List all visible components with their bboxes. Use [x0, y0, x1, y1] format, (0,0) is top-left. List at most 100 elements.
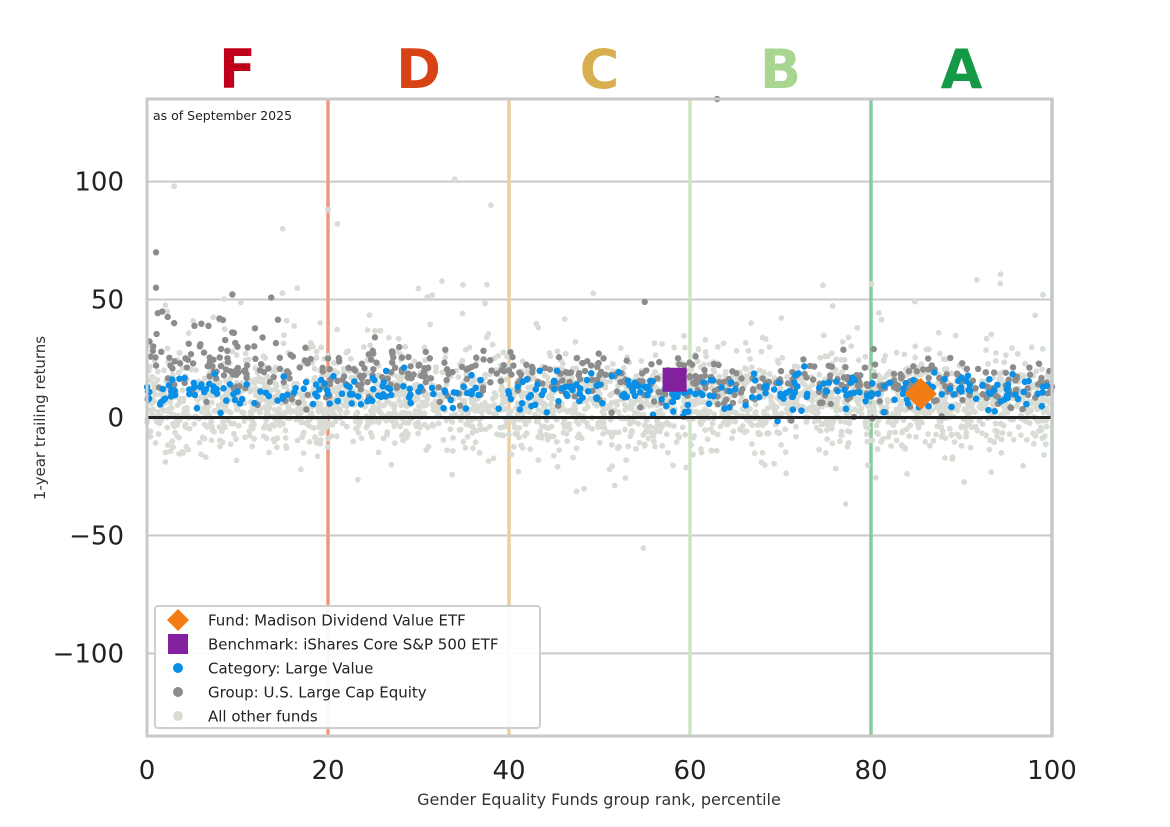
all-other-funds-point	[855, 357, 862, 364]
group-fund-point	[463, 375, 471, 383]
all-other-funds-point	[714, 431, 721, 438]
category-fund-point	[856, 389, 863, 396]
category-fund-point	[618, 392, 626, 399]
category-fund-point	[786, 387, 793, 395]
all-other-funds-point	[752, 401, 759, 408]
group-fund-point	[809, 376, 817, 383]
plot-frame	[145, 97, 1054, 738]
category-fund-point	[820, 380, 827, 387]
all-other-funds-point	[216, 437, 223, 444]
all-other-funds-point	[633, 373, 640, 379]
group-fund-point	[234, 343, 241, 350]
all-other-funds-point	[506, 431, 512, 438]
all-other-funds-point	[470, 445, 476, 452]
all-other-funds-point	[328, 406, 334, 413]
all-other-funds-point	[150, 406, 157, 413]
all-other-funds-point	[313, 348, 320, 355]
category-fund-point	[505, 390, 513, 398]
all-other-funds-point	[682, 431, 689, 438]
all-other-funds-point	[881, 357, 887, 363]
group-fund-point	[164, 313, 171, 321]
group-fund-point	[229, 291, 236, 298]
category-fund-point	[842, 405, 850, 413]
all-other-funds-point	[251, 435, 258, 442]
all-other-funds-point	[216, 424, 223, 430]
all-other-funds-point	[854, 324, 861, 331]
all-other-funds-point	[1034, 418, 1041, 425]
category-fund-point	[979, 382, 986, 389]
category-fund-point	[217, 409, 224, 417]
group-fund-point	[287, 351, 294, 358]
all-other-funds-point	[511, 424, 518, 431]
group-fund-point	[268, 294, 275, 301]
all-other-funds-point	[469, 423, 476, 430]
group-fund-point	[276, 354, 284, 361]
all-other-funds-point	[364, 327, 371, 333]
category-fund-point	[825, 379, 833, 386]
all-other-funds-point	[463, 421, 469, 428]
category-fund-point	[669, 390, 676, 398]
all-other-funds-point	[694, 358, 701, 365]
group-fund-point	[674, 355, 682, 362]
all-other-funds-point	[824, 436, 831, 443]
all-other-funds-point	[174, 433, 181, 440]
category-fund-point	[576, 390, 583, 398]
all-other-funds-point	[973, 276, 980, 283]
all-other-funds-point	[370, 406, 377, 413]
group-fund-point	[701, 366, 708, 374]
all-other-funds-point	[809, 408, 816, 415]
all-other-funds-point	[344, 409, 351, 416]
all-other-funds-point	[533, 320, 540, 327]
category-fund-point	[1009, 370, 1016, 378]
all-other-funds-point	[608, 433, 615, 440]
all-other-funds-point	[647, 423, 654, 430]
all-other-funds-point	[318, 344, 325, 351]
legend-label: All other funds	[208, 708, 318, 726]
all-other-funds-point	[201, 435, 208, 442]
grade-label-f: F	[219, 38, 256, 101]
all-other-funds-point	[770, 401, 776, 408]
all-other-funds-point	[966, 410, 972, 417]
category-fund-point	[415, 388, 422, 395]
all-other-funds-point	[377, 327, 384, 334]
all-other-funds-point	[711, 368, 718, 375]
group-fund-point	[479, 384, 487, 391]
all-other-funds-point	[956, 433, 963, 440]
all-other-funds-point	[823, 427, 830, 433]
all-other-funds-point	[730, 428, 737, 435]
all-other-funds-point	[279, 225, 286, 232]
all-other-funds-point	[308, 410, 315, 416]
group-fund-point	[427, 375, 435, 382]
all-other-funds-point	[764, 430, 771, 436]
category-fund-point	[441, 389, 449, 396]
all-other-funds-point	[498, 387, 504, 394]
group-fund-point	[152, 354, 159, 361]
all-other-funds-point	[547, 401, 554, 408]
all-other-funds-point	[273, 381, 280, 388]
all-other-funds-point	[958, 442, 965, 449]
all-other-funds-point	[291, 323, 298, 329]
all-other-funds-point	[743, 375, 750, 382]
all-other-funds-point	[607, 378, 614, 385]
group-fund-point	[680, 362, 688, 369]
group-fund-point	[272, 339, 280, 347]
all-other-funds-point	[503, 422, 509, 429]
group-fund-point	[339, 376, 346, 383]
group-fund-point	[806, 362, 814, 370]
all-other-funds-point	[355, 429, 362, 436]
category-fund-point	[553, 367, 561, 375]
all-other-funds-point	[933, 431, 939, 438]
all-other-funds-point	[918, 419, 925, 426]
all-other-funds-point	[652, 424, 659, 431]
category-fund-point	[302, 378, 310, 386]
all-other-funds-point	[897, 398, 904, 405]
group-fund-point	[500, 361, 507, 369]
all-other-funds-point	[317, 319, 324, 326]
all-other-funds-point	[998, 449, 1005, 456]
all-other-funds-point	[380, 435, 387, 442]
group-fund-point	[378, 374, 386, 381]
group-fund-point	[686, 359, 693, 366]
fund-marker	[904, 377, 937, 410]
grade-label-d: D	[396, 38, 441, 101]
all-other-funds-point	[147, 428, 154, 435]
